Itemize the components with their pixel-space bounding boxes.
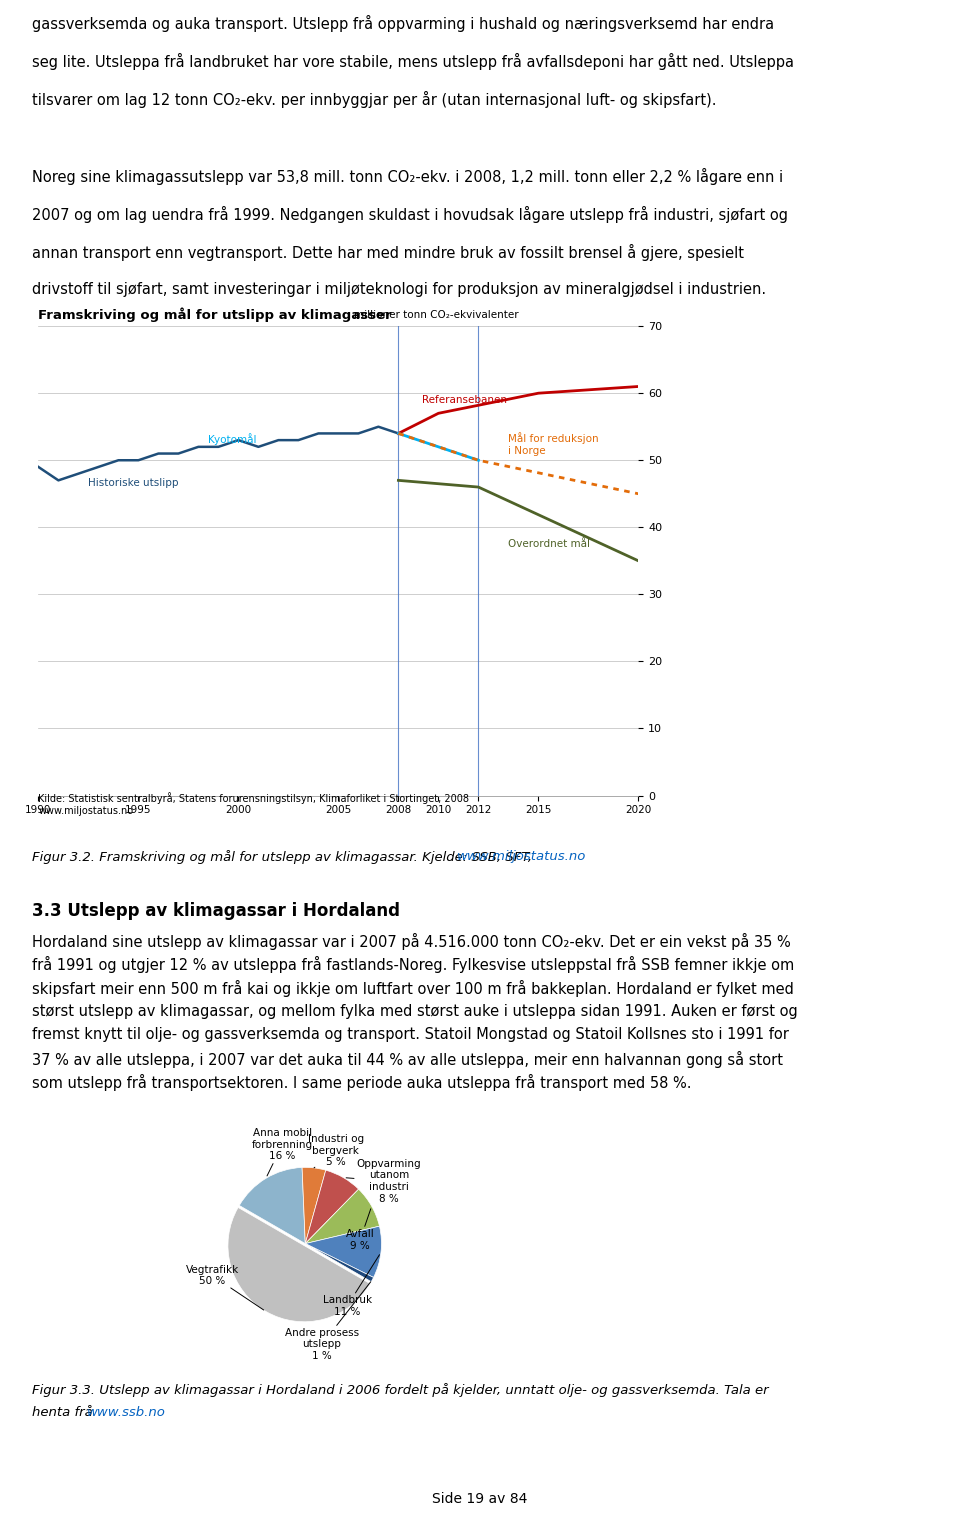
Text: Historiske utslipp: Historiske utslipp [88, 477, 179, 488]
Text: henta frå: henta frå [32, 1405, 97, 1419]
Text: www.miljostatus.no: www.miljostatus.no [457, 850, 587, 863]
Text: Overordnet mål: Overordnet mål [509, 539, 590, 550]
Text: Kyotomål: Kyotomål [208, 433, 257, 445]
Text: Oppvarming
utanom
industri
8 %: Oppvarming utanom industri 8 % [347, 1158, 421, 1204]
Text: gassverksemda og auka transport. Utslepp frå oppvarming i hushald og næringsverk: gassverksemda og auka transport. Utslepp… [32, 15, 774, 32]
Text: 37 % av alle utsleppa, i 2007 var det auka til 44 % av alle utsleppa, meir enn h: 37 % av alle utsleppa, i 2007 var det au… [32, 1052, 782, 1068]
Text: Hordaland sine utslepp av klimagassar var i 2007 på 4.516.000 tonn CO₂-ekv. Det : Hordaland sine utslepp av klimagassar va… [32, 933, 790, 949]
Text: seg lite. Utsleppa frå landbruket har vore stabile, mens utslepp frå avfallsdepo: seg lite. Utsleppa frå landbruket har vo… [32, 53, 794, 70]
Text: Referansebanen: Referansebanen [422, 395, 508, 405]
Text: størst utslepp av klimagassar, og mellom fylka med størst auke i utsleppa sidan : størst utslepp av klimagassar, og mellom… [32, 1003, 798, 1018]
Text: millioner tonn CO₂-ekvivalenter: millioner tonn CO₂-ekvivalenter [354, 309, 518, 320]
Text: Figur 3.3. Utslepp av klimagassar i Hordaland i 2006 fordelt på kjelder, unntatt: Figur 3.3. Utslepp av klimagassar i Hord… [32, 1384, 768, 1398]
Text: Side 19 av 84: Side 19 av 84 [432, 1492, 528, 1506]
Wedge shape [228, 1207, 371, 1321]
Text: drivstoff til sjøfart, samt investeringar i miljøteknologi for produksjon av min: drivstoff til sjøfart, samt investeringa… [32, 282, 766, 297]
Text: som utslepp frå transportsektoren. I same periode auka utsleppa frå transport me: som utslepp frå transportsektoren. I sam… [32, 1074, 691, 1091]
Wedge shape [305, 1244, 373, 1282]
Wedge shape [305, 1227, 381, 1277]
Text: Industri og
bergverk
5 %: Industri og bergverk 5 % [308, 1134, 364, 1167]
Text: Mål for reduksjon
i Norge: Mål for reduksjon i Norge [509, 431, 599, 456]
Text: Figur 3.2. Framskriving og mål for utslepp av klimagassar. Kjelde: SSB, SFT,: Figur 3.2. Framskriving og mål for utsle… [32, 850, 536, 864]
Text: fremst knytt til olje- og gassverksemda og transport. Statoil Mongstad og Statoi: fremst knytt til olje- og gassverksemda … [32, 1027, 788, 1042]
Text: Kilde: Statistisk sentralbyrå, Statens forurensningstilsyn, Klimaforliket i Stor: Kilde: Statistisk sentralbyrå, Statens f… [38, 792, 469, 815]
Text: Anna mobil
forbrenning
16 %: Anna mobil forbrenning 16 % [252, 1128, 313, 1177]
Wedge shape [302, 1167, 325, 1244]
Text: 3.3 Utslepp av klimagassar i Hordaland: 3.3 Utslepp av klimagassar i Hordaland [32, 902, 399, 920]
Text: Andre prosess
utslepp
1 %: Andre prosess utslepp 1 % [285, 1282, 371, 1361]
Text: Vegtrafikk
50 %: Vegtrafikk 50 % [185, 1265, 264, 1311]
Text: Avfall
9 %: Avfall 9 % [346, 1209, 374, 1251]
Text: 2007 og om lag uendra frå 1999. Nedgangen skuldast i hovudsak lågare utslepp frå: 2007 og om lag uendra frå 1999. Nedgange… [32, 206, 787, 223]
Text: Landbruk
11 %: Landbruk 11 % [323, 1254, 379, 1317]
Wedge shape [305, 1189, 379, 1244]
Text: tilsvarer om lag 12 tonn CO₂-ekv. per innbyggjar per år (utan internasjonal luft: tilsvarer om lag 12 tonn CO₂-ekv. per in… [32, 91, 716, 108]
Text: Noreg sine klimagassutslepp var 53,8 mill. tonn CO₂-ekv. i 2008, 1,2 mill. tonn : Noreg sine klimagassutslepp var 53,8 mil… [32, 168, 782, 184]
Wedge shape [239, 1167, 305, 1244]
Text: annan transport enn vegtransport. Dette har med mindre bruk av fossilt brensel å: annan transport enn vegtransport. Dette … [32, 244, 744, 261]
Text: Framskriving og mål for utslipp av klimagasser: Framskriving og mål for utslipp av klima… [38, 308, 392, 322]
Text: frå 1991 og utgjer 12 % av utsleppa frå fastlands-Noreg. Fylkesvise utsleppstal : frå 1991 og utgjer 12 % av utsleppa frå … [32, 957, 794, 974]
Text: www.ssb.no: www.ssb.no [86, 1405, 166, 1419]
Wedge shape [305, 1170, 359, 1244]
Text: skipsfart meir enn 500 m frå kai og ikkje om luftfart over 100 m frå bakkeplan. : skipsfart meir enn 500 m frå kai og ikkj… [32, 980, 794, 997]
